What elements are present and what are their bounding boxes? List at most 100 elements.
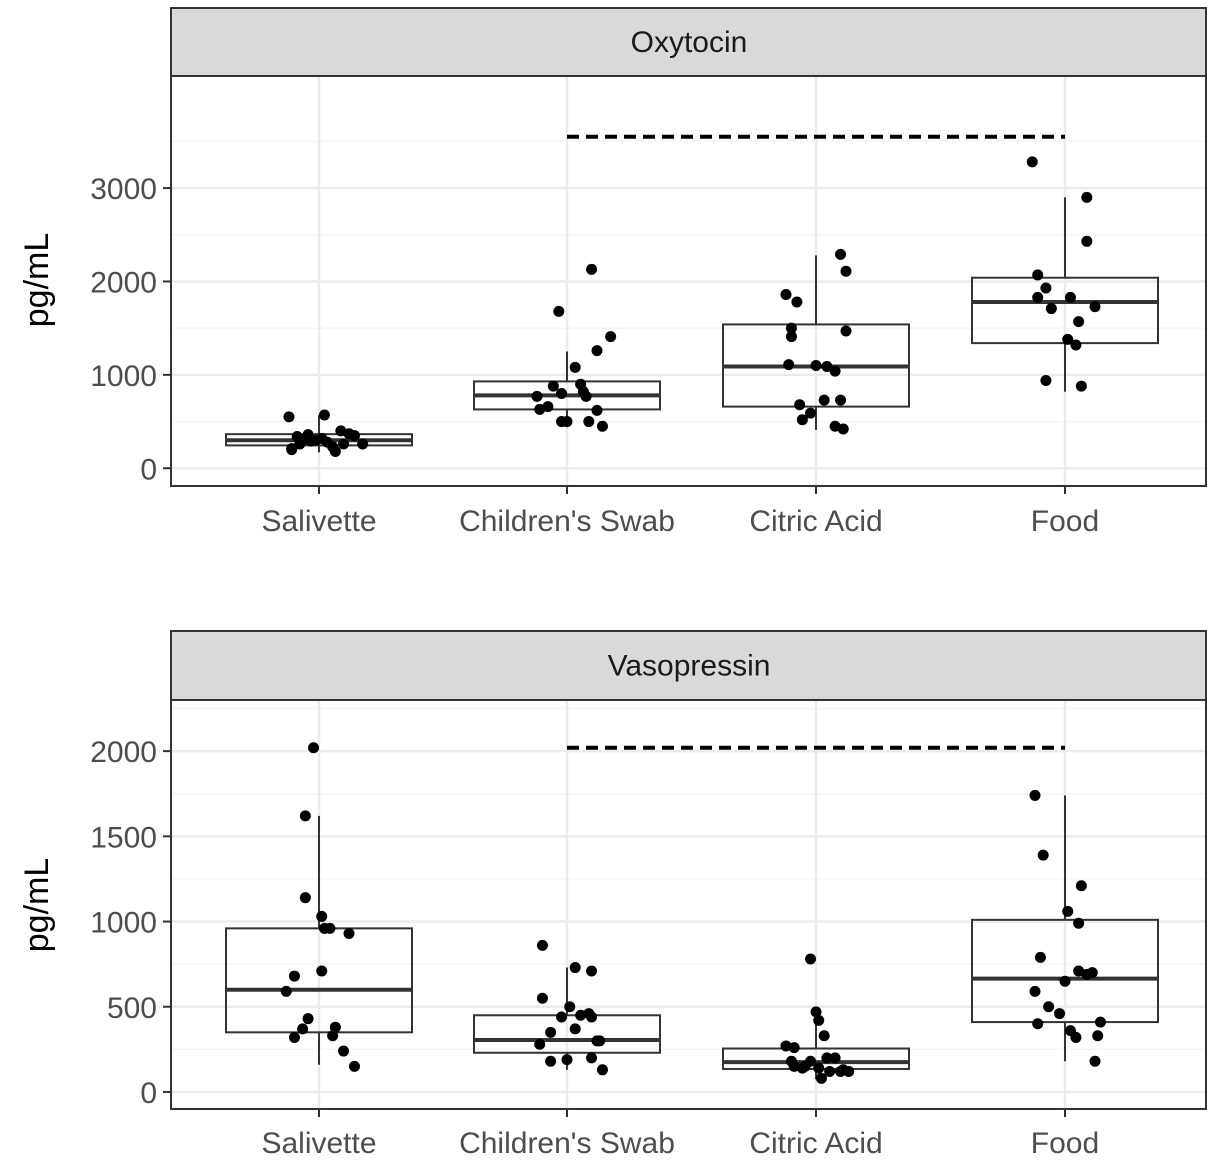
vasopressin-x-tick-label: Salivette <box>261 1127 376 1160</box>
vasopressin-data-point <box>780 1040 792 1052</box>
vasopressin-data-point <box>1073 965 1085 977</box>
box-body <box>225 927 413 1034</box>
oxytocin-data-point <box>577 386 589 398</box>
vasopressin-data-point <box>545 1026 557 1038</box>
oxytocin-strip <box>170 7 1207 77</box>
oxytocin-data-point <box>569 361 581 373</box>
vasopressin-data-point <box>1034 951 1046 963</box>
vasopressin-data-point <box>1037 849 1049 861</box>
oxytocin-x-tick-label: Citric Acid <box>749 505 882 538</box>
vasopressin-data-point <box>591 1035 603 1047</box>
vasopressin-data-point <box>324 922 336 934</box>
vasopressin-data-point <box>556 1011 568 1023</box>
vasopressin-data-point <box>810 1006 822 1018</box>
oxytocin-data-point <box>1075 380 1087 392</box>
oxytocin-data-point <box>561 416 573 428</box>
oxytocin-data-point <box>556 388 568 400</box>
vasopressin-data-point <box>561 1054 573 1066</box>
oxytocin-data-point <box>835 394 847 406</box>
vasopressin-y-axis-title: pg/mL <box>18 858 56 953</box>
vasopressin-data-point <box>564 1001 576 1013</box>
oxytocin-data-point <box>1062 333 1074 345</box>
oxytocin-data-point <box>1026 156 1038 168</box>
vasopressin-data-point <box>788 1042 800 1054</box>
oxytocin-data-point <box>531 390 543 402</box>
oxytocin-data-point <box>605 331 617 343</box>
vasopressin-data-point <box>288 970 300 982</box>
oxytocin-data-point <box>591 404 603 416</box>
vasopressin-y-tick-label: 2000 <box>90 736 157 769</box>
oxytocin-data-point <box>591 345 603 357</box>
oxytocin-data-point <box>794 399 806 411</box>
vasopressin-data-point <box>843 1066 855 1078</box>
box-body <box>971 276 1159 345</box>
vasopressin-data-point <box>1092 1030 1104 1042</box>
vasopressin-data-point <box>569 962 581 974</box>
vasopressin-x-tick-label: Children's Swab <box>459 1127 675 1160</box>
vasopressin-data-point <box>299 810 311 822</box>
oxytocin-data-point <box>783 359 795 371</box>
oxytocin-data-point <box>1070 339 1082 351</box>
oxytocin-data-point <box>283 411 295 423</box>
vasopressin-data-point <box>788 1060 800 1072</box>
oxytocin-data-point <box>805 407 817 419</box>
oxytocin-data-point <box>1032 291 1044 303</box>
oxytocin-strip-label: Oxytocin <box>631 26 748 59</box>
vasopressin-data-point <box>536 939 548 951</box>
oxytocin-data-point <box>1045 303 1057 315</box>
oxytocin-data-point <box>305 435 317 447</box>
vasopressin-data-point <box>813 1014 825 1026</box>
oxytocin-data-point <box>1040 282 1052 294</box>
oxytocin-data-point <box>357 438 369 450</box>
vasopressin-data-point <box>288 1031 300 1043</box>
vasopressin-data-point <box>1054 1008 1066 1020</box>
oxytocin-data-point <box>835 248 847 260</box>
oxytocin-data-point <box>348 430 360 442</box>
oxytocin-data-point <box>840 265 852 277</box>
oxytocin-data-point <box>829 420 841 432</box>
oxytocin-y-tick-label: 3000 <box>90 173 157 206</box>
oxytocin-data-point <box>1064 291 1076 303</box>
oxytocin-data-point <box>818 394 830 406</box>
vasopressin-data-point <box>829 1052 841 1064</box>
vasopressin-strip-label: Vasopressin <box>608 650 771 683</box>
vasopressin-data-point <box>1089 1055 1101 1067</box>
vasopressin-data-point <box>596 1064 608 1076</box>
vasopressin-data-point <box>280 985 292 997</box>
vasopressin-data-point <box>316 910 328 922</box>
vasopressin-data-point <box>534 1038 546 1050</box>
vasopressin-data-point <box>575 1009 587 1021</box>
vasopressin-data-point <box>327 1030 339 1042</box>
oxytocin-y-tick-label: 2000 <box>90 266 157 299</box>
vasopressin-data-point <box>545 1055 557 1067</box>
vasopressin-data-point <box>824 1066 836 1078</box>
vasopressin-data-point <box>586 965 598 977</box>
oxytocin-panel: Oxytocin 0 1000 2000 3000 Salivette Children's… <box>18 7 1207 538</box>
oxytocin-data-point <box>1032 269 1044 281</box>
oxytocin-data-point <box>785 331 797 343</box>
vasopressin-data-point <box>1029 789 1041 801</box>
vasopressin-data-point <box>338 1045 350 1057</box>
vasopressin-data-point <box>1043 1001 1055 1013</box>
oxytocin-data-point <box>791 296 803 308</box>
oxytocin-data-point <box>586 263 598 275</box>
oxytocin-x-tick-label: Salivette <box>261 505 376 538</box>
box-body <box>473 1014 661 1054</box>
vasopressin-y-tick-label: 1500 <box>90 821 157 854</box>
box-body <box>971 918 1159 1024</box>
vasopressin-data-point <box>1070 1031 1082 1043</box>
oxytocin-data-point <box>329 445 341 457</box>
oxytocin-data-point <box>547 380 559 392</box>
oxytocin-data-point <box>810 360 822 372</box>
oxytocin-y-tick-label: 0 <box>140 453 157 486</box>
oxytocin-data-point <box>821 360 833 372</box>
vasopressin-data-point <box>348 1060 360 1072</box>
oxytocin-y-tick-label: 1000 <box>90 360 157 393</box>
oxytocin-data-point <box>1073 316 1085 328</box>
vasopressin-data-point <box>1062 905 1074 917</box>
vasopressin-x-tick-label: Citric Acid <box>749 1127 882 1160</box>
vasopressin-data-point <box>1073 917 1085 929</box>
oxytocin-data-point <box>1081 191 1093 203</box>
vasopressin-x-tick-label: Food <box>1031 1127 1099 1160</box>
oxytocin-data-point <box>780 289 792 301</box>
